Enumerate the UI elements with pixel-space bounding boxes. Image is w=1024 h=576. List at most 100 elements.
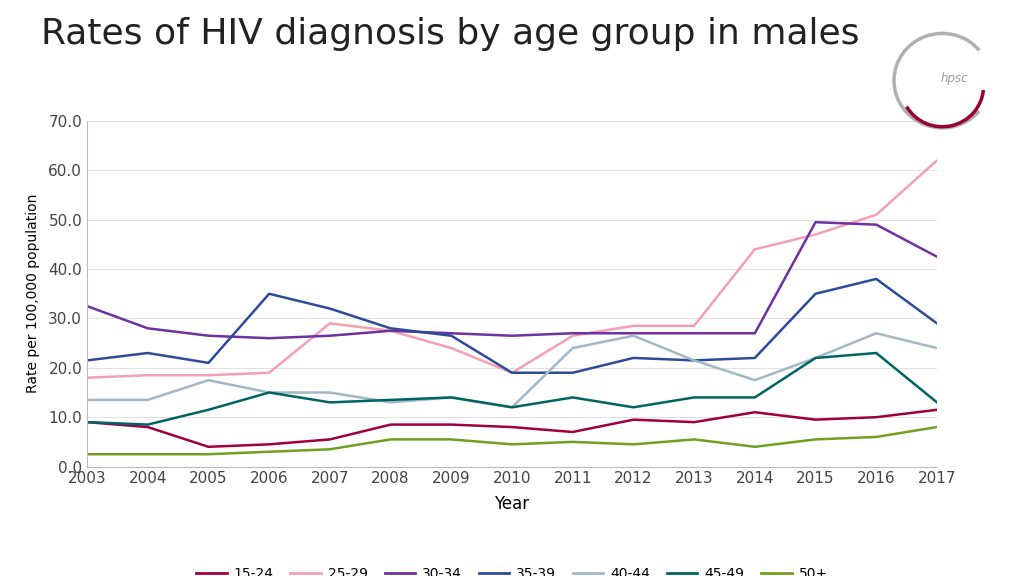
35-39 [870, 275, 883, 282]
50+ [566, 438, 579, 445]
Line: 50+: 50+ [87, 427, 937, 454]
50+ [931, 423, 943, 430]
Line: 45-49: 45-49 [87, 353, 937, 425]
25-29 [263, 369, 275, 376]
35-39 [263, 290, 275, 297]
25-29 [749, 246, 761, 253]
35-39 [688, 357, 700, 364]
25-29 [384, 327, 396, 334]
40-44 [384, 399, 396, 406]
45-49 [506, 404, 518, 411]
35-39 [809, 290, 821, 297]
40-44 [506, 404, 518, 411]
45-49 [628, 404, 640, 411]
15-24 [566, 429, 579, 435]
50+ [506, 441, 518, 448]
40-44 [749, 377, 761, 384]
30-34 [384, 327, 396, 334]
30-34 [445, 330, 458, 337]
25-29 [203, 372, 215, 378]
30-34 [688, 330, 700, 337]
50+ [749, 444, 761, 450]
25-29 [628, 323, 640, 329]
30-34 [566, 330, 579, 337]
45-49 [749, 394, 761, 401]
45-49 [81, 419, 93, 426]
50+ [141, 451, 154, 458]
Text: 8: 8 [979, 559, 988, 573]
30-34 [628, 330, 640, 337]
35-39 [324, 305, 336, 312]
40-44 [870, 330, 883, 337]
35-39 [384, 325, 396, 332]
35-39 [931, 320, 943, 327]
Y-axis label: Rate per 100,000 population: Rate per 100,000 population [26, 194, 40, 393]
35-39 [566, 369, 579, 376]
50+ [870, 434, 883, 441]
30-34 [809, 219, 821, 226]
45-49 [870, 350, 883, 357]
40-44 [263, 389, 275, 396]
30-34 [931, 253, 943, 260]
30-34 [81, 302, 93, 309]
Line: 30-34: 30-34 [87, 222, 937, 338]
50+ [445, 436, 458, 443]
40-44 [931, 344, 943, 351]
40-44 [566, 344, 579, 351]
25-29 [324, 320, 336, 327]
Line: 35-39: 35-39 [87, 279, 937, 373]
50+ [688, 436, 700, 443]
35-39 [628, 354, 640, 361]
15-24 [384, 421, 396, 428]
25-29 [688, 323, 700, 329]
40-44 [81, 396, 93, 403]
30-34 [324, 332, 336, 339]
Line: 25-29: 25-29 [87, 161, 937, 378]
25-29 [81, 374, 93, 381]
Line: 40-44: 40-44 [87, 334, 937, 407]
15-24 [688, 419, 700, 426]
50+ [809, 436, 821, 443]
50+ [81, 451, 93, 458]
35-39 [81, 357, 93, 364]
40-44 [688, 357, 700, 364]
15-24 [809, 416, 821, 423]
45-49 [203, 406, 215, 413]
15-24 [506, 423, 518, 430]
15-24 [203, 444, 215, 450]
45-49 [263, 389, 275, 396]
15-24 [81, 419, 93, 426]
45-49 [931, 399, 943, 406]
X-axis label: Year: Year [495, 495, 529, 513]
30-34 [506, 332, 518, 339]
50+ [384, 436, 396, 443]
45-49 [141, 421, 154, 428]
45-49 [688, 394, 700, 401]
45-49 [384, 396, 396, 403]
35-39 [203, 359, 215, 366]
30-34 [749, 330, 761, 337]
25-29 [566, 332, 579, 339]
40-44 [141, 396, 154, 403]
15-24 [931, 406, 943, 413]
45-49 [324, 399, 336, 406]
50+ [324, 446, 336, 453]
25-29 [870, 211, 883, 218]
35-39 [445, 332, 458, 339]
25-29 [445, 344, 458, 351]
Text: hpsc: hpsc [940, 72, 968, 85]
25-29 [809, 231, 821, 238]
30-34 [870, 221, 883, 228]
50+ [628, 441, 640, 448]
30-34 [141, 325, 154, 332]
45-49 [809, 354, 821, 361]
30-34 [263, 335, 275, 342]
15-24 [324, 436, 336, 443]
45-49 [566, 394, 579, 401]
35-39 [141, 350, 154, 357]
40-44 [445, 394, 458, 401]
40-44 [628, 332, 640, 339]
30-34 [203, 332, 215, 339]
50+ [203, 451, 215, 458]
15-24 [445, 421, 458, 428]
